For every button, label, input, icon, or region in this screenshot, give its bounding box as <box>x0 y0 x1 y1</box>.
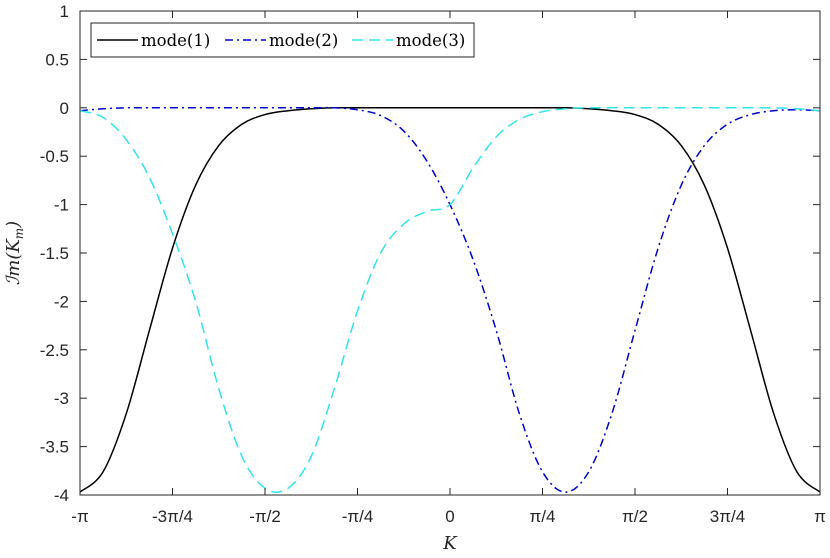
x-tick-label: π/2 <box>622 507 648 526</box>
y-tick-label: -3 <box>54 389 69 408</box>
y-tick-label: -3.5 <box>40 438 69 457</box>
y-axis-title-close: ) <box>3 221 24 229</box>
y-tick-label: -1 <box>54 196 69 215</box>
y-tick-label: -2 <box>54 292 69 311</box>
legend-label-1: mode(1) <box>141 31 210 50</box>
series-line-3 <box>79 106 821 493</box>
x-tick-label: -π/4 <box>342 507 374 526</box>
x-tick-label: π <box>814 507 826 526</box>
y-axis-title-main: ℐm(K <box>3 238 24 286</box>
series-group <box>79 106 821 493</box>
legend-items: mode(1) mode(2) mode(3) <box>97 31 465 50</box>
x-tick-label: 0 <box>445 507 454 526</box>
x-tick-label: -π/2 <box>249 507 281 526</box>
legend-label-2: mode(2) <box>269 31 338 50</box>
y-tick-label: 0 <box>60 99 69 118</box>
y-tick-label: 0.5 <box>45 50 69 69</box>
y-tick-label: 1 <box>60 2 69 21</box>
y-tick-label: -0.5 <box>40 147 69 166</box>
x-tick-labels: -π -3π/4 -π/2 -π/4 0 π/4 π/2 3π/4 π <box>71 507 826 526</box>
x-tick-label: π/4 <box>530 507 556 526</box>
ticks-group <box>79 10 821 496</box>
legend: mode(1) mode(2) mode(3) <box>90 22 475 58</box>
y-axis-title-subscript: m <box>12 228 26 239</box>
series-line-2 <box>79 106 821 493</box>
x-tick-label: -π <box>71 507 88 526</box>
y-tick-label: -1.5 <box>40 244 69 263</box>
y-tick-label: -2.5 <box>40 341 69 360</box>
x-tick-label: -3π/4 <box>152 507 193 526</box>
legend-label-3: mode(3) <box>396 31 465 50</box>
y-tick-label: -4 <box>54 486 69 505</box>
y-axis-title: ℐm(Km) <box>3 221 26 285</box>
x-axis-title: K <box>442 533 458 553</box>
x-tick-label: 3π/4 <box>710 507 745 526</box>
series-line-1 <box>79 106 821 493</box>
legend-box <box>90 22 475 58</box>
y-tick-labels: 1 0.5 0 -0.5 -1 -1.5 -2 -2.5 -3 -3.5 -4 <box>40 2 69 505</box>
